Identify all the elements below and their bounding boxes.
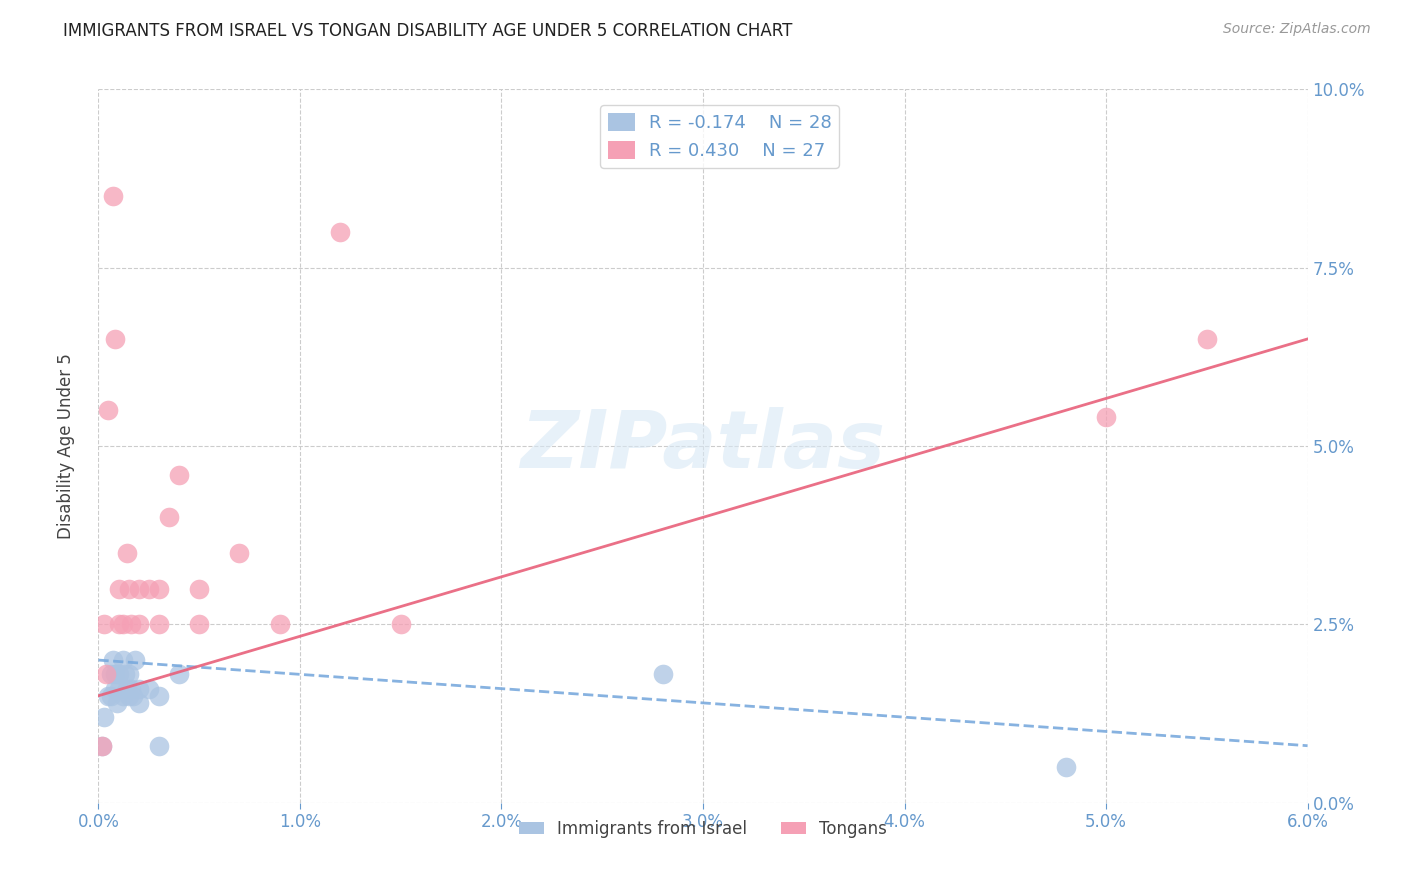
Point [1195,332,1218,346]
Point [101,189,124,203]
Point [148,582,170,596]
Point [651,667,673,681]
Point [148,739,170,753]
Point [111,617,134,632]
Point [91,739,114,753]
Point [103,681,125,696]
Point [97,689,120,703]
Text: ZIPatlas: ZIPatlas [520,407,886,485]
Point [128,617,150,632]
Point [107,617,129,632]
Point [148,617,170,632]
Point [138,582,160,596]
Point [138,681,160,696]
Point [101,653,124,667]
Point [157,510,180,524]
Point [1054,760,1077,774]
Text: Source: ZipAtlas.com: Source: ZipAtlas.com [1223,22,1371,37]
Point [111,689,134,703]
Point [148,689,170,703]
Point [118,582,141,596]
Point [329,225,352,239]
Point [188,617,211,632]
Point [120,681,142,696]
Point [97,403,120,417]
Point [1095,410,1118,425]
Point [128,681,150,696]
Point [118,667,141,681]
Point [167,467,190,482]
Point [228,546,250,560]
Point [100,689,122,703]
Point [121,689,143,703]
Point [107,582,129,596]
Point [100,667,122,681]
Point [107,667,129,681]
Point [269,617,291,632]
Point [120,617,142,632]
Point [103,667,125,681]
Point [114,667,136,681]
Y-axis label: Disability Age Under 5: Disability Age Under 5 [56,353,75,539]
Point [128,696,150,710]
Point [107,681,129,696]
Point [111,653,134,667]
Point [93,617,115,632]
Point [115,546,138,560]
Point [91,739,114,753]
Point [124,653,146,667]
Point [167,667,190,681]
Text: IMMIGRANTS FROM ISRAEL VS TONGAN DISABILITY AGE UNDER 5 CORRELATION CHART: IMMIGRANTS FROM ISRAEL VS TONGAN DISABIL… [63,22,793,40]
Point [389,617,412,632]
Point [96,667,118,681]
Point [118,689,141,703]
Point [103,332,125,346]
Point [128,582,150,596]
Point [93,710,115,724]
Legend: Immigrants from Israel, Tongans: Immigrants from Israel, Tongans [512,814,894,845]
Point [105,696,128,710]
Point [115,681,138,696]
Point [188,582,211,596]
